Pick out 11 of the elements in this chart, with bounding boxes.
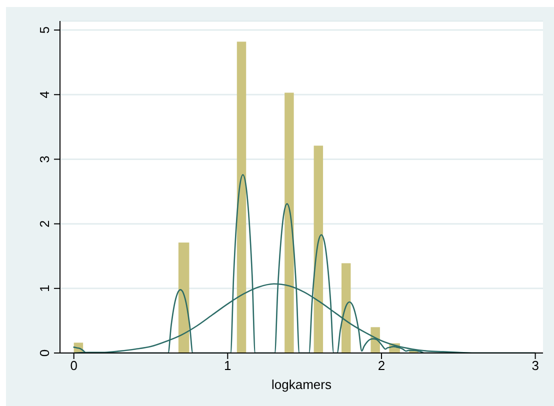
x-tick-label: 2 (378, 358, 386, 374)
x-tick-label: 3 (532, 358, 539, 374)
y-tick-label: 1 (37, 284, 52, 292)
x-axis-title: logkamers (272, 377, 332, 392)
x-tick-label: 0 (70, 358, 78, 374)
y-tick-label: 5 (37, 26, 52, 34)
y-tick-label: 3 (37, 156, 52, 163)
x-tick-label: 1 (224, 358, 232, 374)
y-tick-label: 2 (37, 220, 52, 228)
y-tick-label: 4 (37, 91, 52, 98)
y-tick-label: 0 (37, 349, 52, 357)
